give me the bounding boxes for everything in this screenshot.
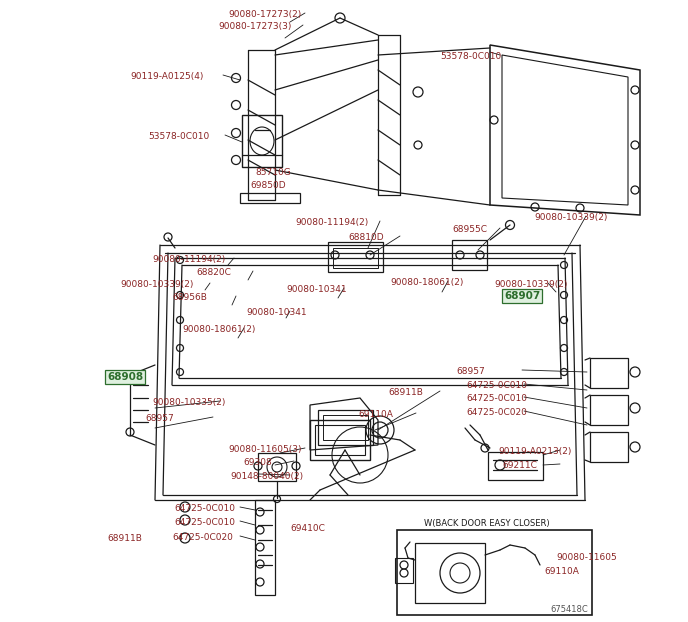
Bar	[323, 415, 368, 440]
Text: 69110A: 69110A	[358, 410, 393, 419]
Text: 90080-11194(2): 90080-11194(2)	[152, 255, 225, 264]
Text: 53578-0C010: 53578-0C010	[440, 52, 502, 61]
Bar	[315, 425, 365, 455]
Text: 68956B: 68956B	[172, 293, 207, 302]
Text: 90080-10339(2): 90080-10339(2)	[494, 280, 568, 289]
Text: 90080-11194(2): 90080-11194(2)	[295, 218, 368, 227]
Text: 69410C: 69410C	[290, 524, 325, 533]
Text: 68957: 68957	[145, 414, 174, 423]
Text: 90080-10339(2): 90080-10339(2)	[534, 213, 608, 222]
Text: 68957: 68957	[456, 367, 485, 376]
Text: 64725-0C010: 64725-0C010	[174, 518, 235, 527]
Text: 85710G: 85710G	[255, 168, 291, 177]
Text: 68907: 68907	[504, 291, 540, 301]
Text: 69308: 69308	[243, 458, 272, 467]
Bar	[590, 358, 628, 388]
Text: 90080-10341: 90080-10341	[246, 308, 307, 317]
Bar	[415, 543, 485, 603]
Bar	[328, 242, 383, 272]
Text: 90080-10341: 90080-10341	[286, 285, 347, 294]
Text: 90080-10335(2): 90080-10335(2)	[152, 398, 226, 407]
Text: 90080-11605(3): 90080-11605(3)	[228, 445, 301, 454]
Bar	[242, 115, 282, 167]
Bar	[240, 193, 300, 203]
Text: 90119-A0125(4): 90119-A0125(4)	[130, 72, 204, 81]
Text: 69850D: 69850D	[250, 181, 286, 190]
Bar	[255, 500, 275, 595]
Text: 64725-0C010: 64725-0C010	[466, 381, 527, 390]
Text: 64725-0C010: 64725-0C010	[174, 504, 235, 513]
Text: 64725-0C020: 64725-0C020	[172, 533, 233, 542]
Text: 53578-0C010: 53578-0C010	[148, 132, 209, 141]
Text: 90119-A0213(2): 90119-A0213(2)	[498, 447, 571, 456]
Bar	[590, 432, 628, 462]
Text: 68908: 68908	[107, 372, 143, 382]
Text: 90080-11605: 90080-11605	[556, 553, 616, 562]
Text: 90148-80040(2): 90148-80040(2)	[230, 472, 303, 481]
Bar	[318, 410, 373, 445]
Bar	[590, 395, 628, 425]
Text: 64725-0C020: 64725-0C020	[466, 408, 527, 417]
Text: 69211C: 69211C	[502, 461, 537, 470]
Bar	[395, 558, 413, 583]
Text: 68955C: 68955C	[452, 225, 487, 234]
Text: 90080-18061(2): 90080-18061(2)	[390, 278, 464, 287]
Bar	[397, 530, 592, 615]
Text: 90080-10339(2): 90080-10339(2)	[120, 280, 193, 289]
Bar	[310, 420, 370, 460]
Text: 90080-17273(2): 90080-17273(2)	[228, 10, 301, 19]
Text: 68820C: 68820C	[196, 268, 231, 277]
Text: 68911B: 68911B	[388, 388, 423, 397]
Text: 90080-18061(2): 90080-18061(2)	[182, 325, 255, 334]
Text: W(BACK DOOR EASY CLOSER): W(BACK DOOR EASY CLOSER)	[424, 519, 550, 528]
Bar	[488, 452, 543, 480]
Text: 675418C: 675418C	[550, 605, 588, 614]
Text: 64725-0C010: 64725-0C010	[466, 394, 527, 403]
Bar	[258, 453, 296, 481]
Text: 69110A: 69110A	[544, 567, 579, 576]
Text: 68911B: 68911B	[107, 534, 142, 543]
Text: 90080-17273(3): 90080-17273(3)	[218, 22, 292, 31]
Text: 68810D: 68810D	[348, 233, 384, 242]
Bar	[333, 248, 378, 268]
Bar	[452, 240, 487, 270]
